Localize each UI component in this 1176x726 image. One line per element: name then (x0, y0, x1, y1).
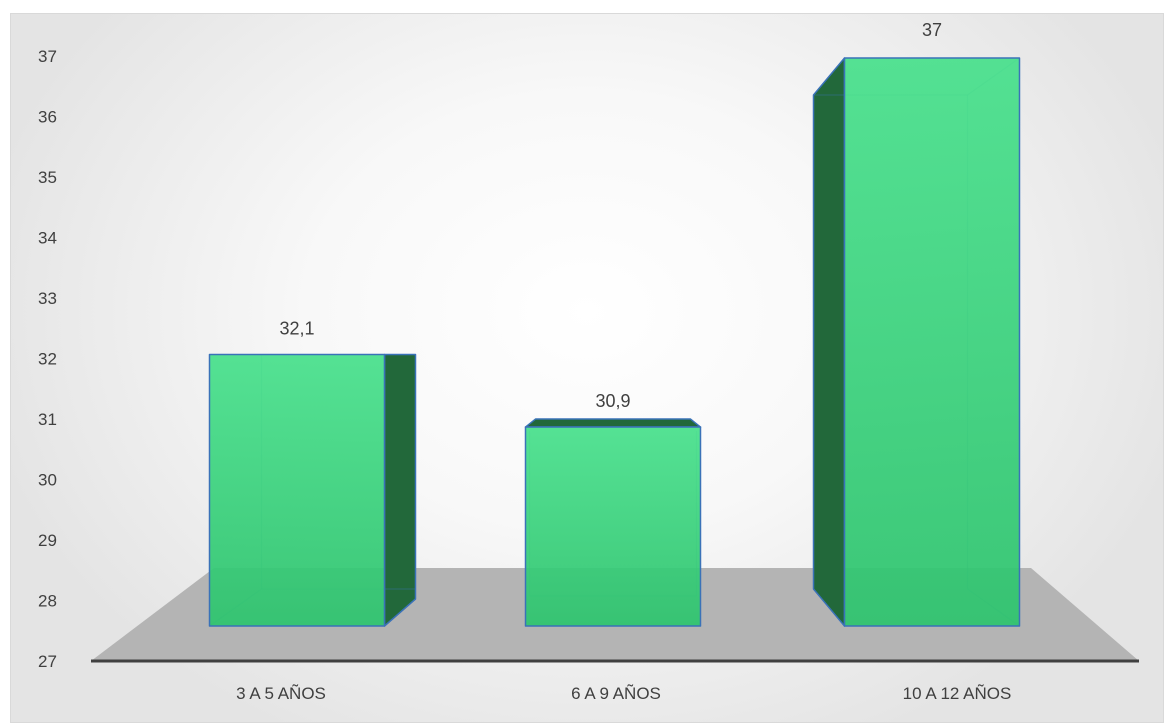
y-tick-label: 28 (38, 592, 57, 611)
bar-top-face (526, 419, 701, 427)
x-axis: 3 A 5 AÑOS 6 A 9 AÑOS 10 A 12 AÑOS (91, 661, 1139, 703)
x-category-label: 10 A 12 AÑOS (903, 684, 1012, 703)
y-tick-label: 31 (38, 410, 57, 429)
data-label: 32,1 (279, 318, 314, 338)
bar-front-face (210, 354, 385, 626)
y-tick-label: 35 (38, 168, 57, 187)
bar-side-face (385, 354, 416, 626)
chart-canvas: 27 28 29 30 31 32 33 34 35 36 37 32,1 30,9 37 3 A 5 … (11, 14, 1164, 723)
x-category-label: 3 A 5 AÑOS (236, 684, 326, 703)
y-tick-label: 32 (38, 350, 57, 369)
y-tick-label: 37 (38, 47, 57, 66)
y-axis: 27 28 29 30 31 32 33 34 35 36 37 (38, 47, 57, 671)
bar-3 (814, 58, 1020, 626)
bar-1 (210, 354, 416, 626)
y-tick-label: 33 (38, 289, 57, 308)
bar-chart: 27 28 29 30 31 32 33 34 35 36 37 32,1 30,9 37 3 A 5 … (10, 13, 1164, 723)
bar-side-face (814, 58, 845, 626)
x-category-label: 6 A 9 AÑOS (571, 684, 661, 703)
bar-2 (526, 419, 701, 626)
y-tick-label: 29 (38, 531, 57, 550)
bar-front-face (526, 427, 701, 626)
data-label: 37 (922, 20, 942, 40)
y-tick-label: 36 (38, 108, 57, 127)
y-tick-label: 30 (38, 471, 57, 490)
data-label: 30,9 (595, 391, 630, 411)
bar-front-face (845, 58, 1020, 626)
y-tick-label: 27 (38, 652, 57, 671)
y-tick-label: 34 (38, 229, 57, 248)
bars (210, 58, 1020, 626)
